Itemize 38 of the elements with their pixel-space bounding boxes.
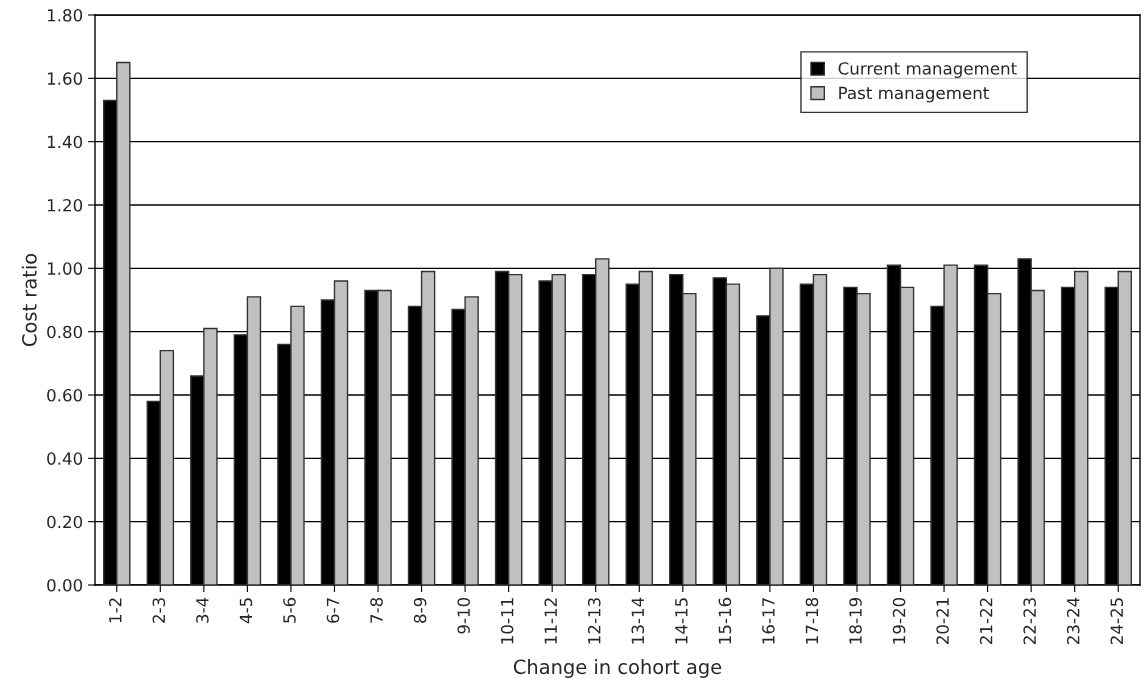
x-tick-label: 19-20: [892, 597, 906, 644]
y-tick-label: 1.00: [47, 262, 83, 275]
y-tick-label: 0.80: [47, 325, 83, 339]
x-tick-label: 1-2: [109, 598, 122, 623]
x-tick-label: 14-15: [675, 598, 688, 644]
x-tick-label: 16-17: [762, 598, 775, 644]
x-tick-label: 6-7: [326, 598, 340, 623]
x-tick-label: 24-25: [1110, 598, 1124, 645]
x-tick-label: 15-16: [718, 597, 732, 644]
y-tick-label: 1.40: [47, 135, 83, 149]
x-tick-label: 21-22: [979, 598, 993, 645]
y-axis-title: Cost ratio: [21, 253, 37, 347]
x-tick-label: 17-18: [805, 597, 819, 644]
y-tick-label: 1.80: [47, 8, 83, 22]
legend-label: Past management: [839, 86, 989, 103]
y-tick-label: 0.60: [47, 388, 83, 402]
x-tick-label: 8-9: [413, 597, 427, 623]
y-tick-label: 0.20: [47, 515, 83, 529]
y-tick-label: 0.40: [47, 452, 83, 465]
x-tick-label: 3-4: [196, 597, 209, 623]
x-tick-label: 5-6: [283, 597, 296, 623]
x-tick-label: 9-10: [457, 597, 470, 634]
legend-label: Current management: [838, 62, 1017, 78]
x-tick-label: 11-12: [544, 598, 557, 644]
x-tick-label: 22-23: [1023, 598, 1036, 645]
x-tick-label: 2-3: [152, 598, 166, 623]
x-axis-title: Change in cohort age: [513, 659, 722, 678]
y-tick-label: 0.00: [47, 578, 83, 592]
x-tick-label: 4-5: [239, 598, 253, 624]
x-tick-label: 7-8: [370, 597, 383, 623]
y-tick-label: 1.20: [47, 198, 83, 212]
x-tick-label: 23-24: [1066, 597, 1080, 645]
x-tick-label: 12-13: [587, 598, 601, 644]
x-tick-label: 20-21: [936, 598, 949, 645]
y-tick-label: 1.60: [47, 72, 83, 85]
x-tick-label: 10-11: [500, 598, 514, 644]
x-tick-label: 18-19: [849, 597, 862, 644]
x-tick-label: 13-14: [631, 597, 645, 644]
